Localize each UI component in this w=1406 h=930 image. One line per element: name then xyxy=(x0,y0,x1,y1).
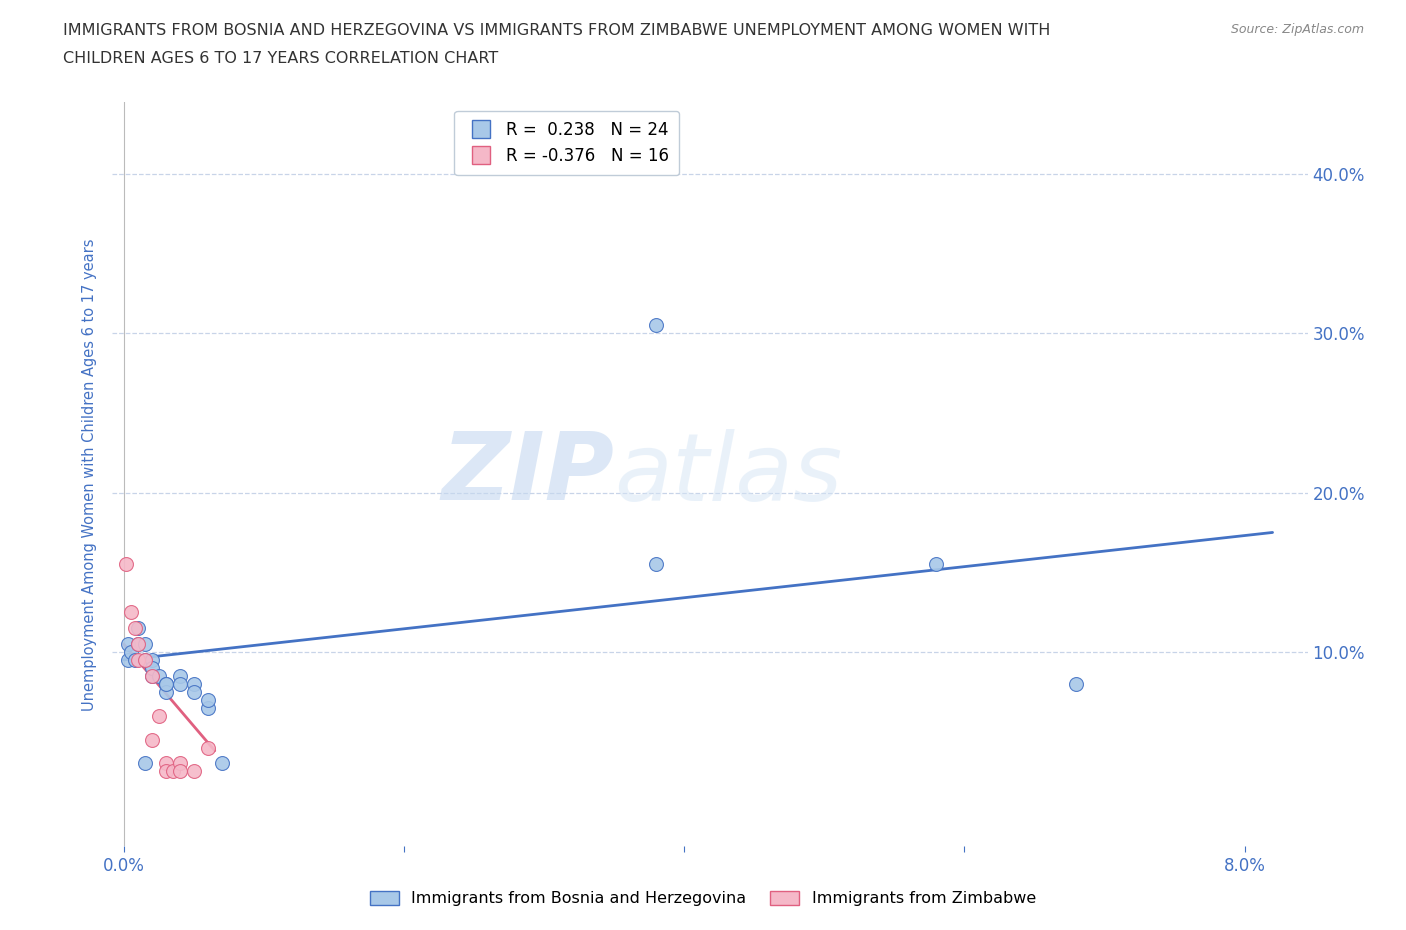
Point xyxy=(117,653,139,668)
Point xyxy=(127,653,149,668)
Point xyxy=(148,669,170,684)
Point xyxy=(141,653,163,668)
Point xyxy=(162,764,184,778)
Point xyxy=(134,653,156,668)
Y-axis label: Unemployment Among Women with Children Ages 6 to 17 years: Unemployment Among Women with Children A… xyxy=(82,238,97,711)
Text: CHILDREN AGES 6 TO 17 YEARS CORRELATION CHART: CHILDREN AGES 6 TO 17 YEARS CORRELATION … xyxy=(63,51,499,66)
Point xyxy=(645,318,668,333)
Point xyxy=(141,732,163,747)
Point xyxy=(169,676,191,691)
Text: atlas: atlas xyxy=(614,429,842,520)
Point xyxy=(124,653,146,668)
Point xyxy=(127,636,149,651)
Point xyxy=(134,756,156,771)
Point xyxy=(645,557,668,572)
Text: Source: ZipAtlas.com: Source: ZipAtlas.com xyxy=(1230,23,1364,36)
Point xyxy=(120,644,142,659)
Point xyxy=(183,676,205,691)
Point xyxy=(169,764,191,778)
Point xyxy=(141,669,163,684)
Point xyxy=(155,676,177,691)
Point xyxy=(197,692,219,707)
Point xyxy=(197,700,219,715)
Point xyxy=(124,620,146,635)
Text: IMMIGRANTS FROM BOSNIA AND HERZEGOVINA VS IMMIGRANTS FROM ZIMBABWE UNEMPLOYMENT : IMMIGRANTS FROM BOSNIA AND HERZEGOVINA V… xyxy=(63,23,1050,38)
Text: ZIP: ZIP xyxy=(441,429,614,520)
Point xyxy=(183,684,205,699)
Point xyxy=(925,557,948,572)
Point xyxy=(155,756,177,771)
Legend: Immigrants from Bosnia and Herzegovina, Immigrants from Zimbabwe: Immigrants from Bosnia and Herzegovina, … xyxy=(363,884,1043,912)
Point xyxy=(115,557,138,572)
Point xyxy=(134,653,156,668)
Point xyxy=(155,764,177,778)
Point xyxy=(169,756,191,771)
Point xyxy=(148,709,170,724)
Point xyxy=(183,764,205,778)
Point xyxy=(197,740,219,755)
Point xyxy=(120,604,142,619)
Point xyxy=(117,636,139,651)
Point xyxy=(141,660,163,675)
Point xyxy=(155,684,177,699)
Point xyxy=(211,756,233,771)
Point xyxy=(134,636,156,651)
Point xyxy=(127,620,149,635)
Legend: R =  0.238   N = 24, R = -0.376   N = 16: R = 0.238 N = 24, R = -0.376 N = 16 xyxy=(454,111,679,175)
Point xyxy=(127,636,149,651)
Point xyxy=(169,669,191,684)
Point xyxy=(1066,676,1088,691)
Point xyxy=(155,676,177,691)
Point xyxy=(141,669,163,684)
